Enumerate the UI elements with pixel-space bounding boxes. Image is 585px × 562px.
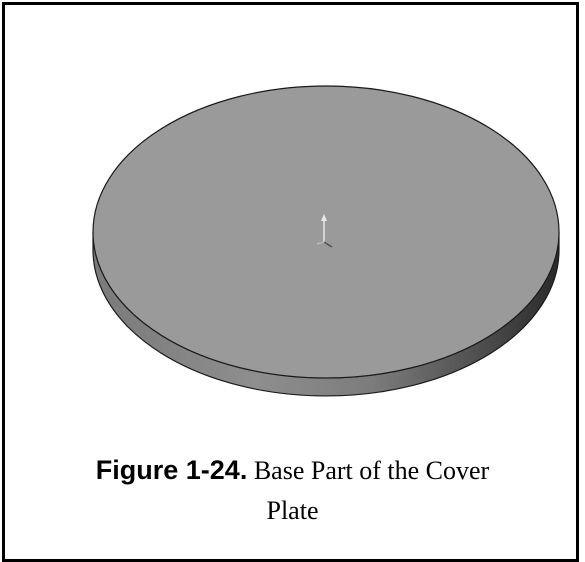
origin-triad-icon <box>316 214 333 248</box>
figure-label: Figure 1-24. <box>95 455 248 485</box>
caption-line-1: Figure 1-24. Base Part of the Cover <box>0 452 585 493</box>
cover-plate-render <box>92 85 560 397</box>
figure-title-part-1: Base Part of the Cover <box>247 456 490 485</box>
figure-caption: Figure 1-24. Base Part of the Cover Plat… <box>0 452 585 529</box>
disk-top-face <box>92 85 560 379</box>
figure-title-part-2: Plate <box>266 496 319 525</box>
